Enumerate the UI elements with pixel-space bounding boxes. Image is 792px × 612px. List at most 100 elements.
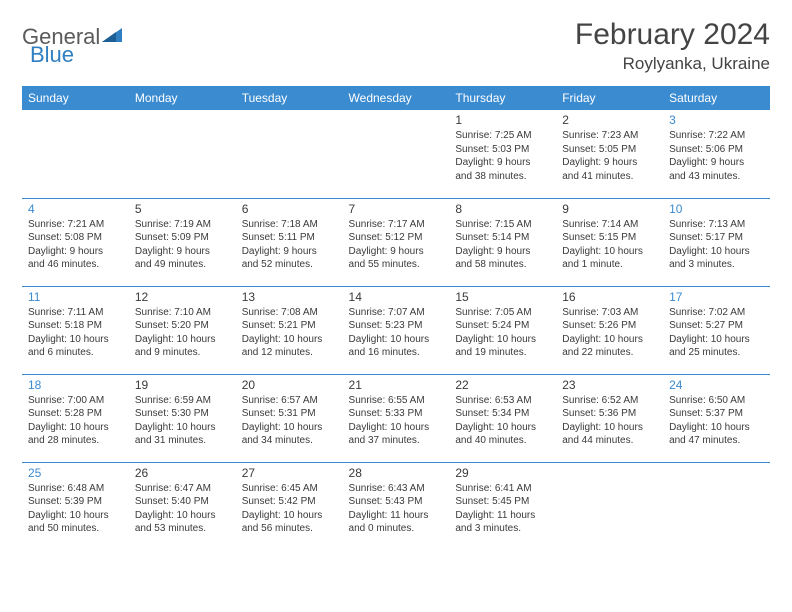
- daylight-text: Daylight: 9 hours: [349, 245, 444, 259]
- day-number: 10: [669, 202, 764, 216]
- calendar-cell: 28Sunrise: 6:43 AMSunset: 5:43 PMDayligh…: [343, 462, 450, 550]
- daylight-text: Daylight: 10 hours: [349, 421, 444, 435]
- daylight-text: and 9 minutes.: [135, 346, 230, 360]
- sunset-text: Sunset: 5:15 PM: [562, 231, 657, 245]
- sunrise-text: Sunrise: 7:08 AM: [242, 306, 337, 320]
- daylight-text: and 58 minutes.: [455, 258, 550, 272]
- day-number: 1: [455, 113, 550, 127]
- day-number: 13: [242, 290, 337, 304]
- day-number: 5: [135, 202, 230, 216]
- calendar-cell: 5Sunrise: 7:19 AMSunset: 5:09 PMDaylight…: [129, 198, 236, 286]
- calendar-cell: [663, 462, 770, 550]
- day-number: 2: [562, 113, 657, 127]
- day-number: 12: [135, 290, 230, 304]
- day-number: 26: [135, 466, 230, 480]
- calendar-cell: 17Sunrise: 7:02 AMSunset: 5:27 PMDayligh…: [663, 286, 770, 374]
- calendar-cell: 15Sunrise: 7:05 AMSunset: 5:24 PMDayligh…: [449, 286, 556, 374]
- calendar-cell: 2Sunrise: 7:23 AMSunset: 5:05 PMDaylight…: [556, 110, 663, 198]
- day-number: 11: [28, 290, 123, 304]
- daylight-text: Daylight: 9 hours: [455, 156, 550, 170]
- sunrise-text: Sunrise: 6:48 AM: [28, 482, 123, 496]
- calendar-cell: [129, 110, 236, 198]
- calendar-cell: 25Sunrise: 6:48 AMSunset: 5:39 PMDayligh…: [22, 462, 129, 550]
- calendar-cell: 24Sunrise: 6:50 AMSunset: 5:37 PMDayligh…: [663, 374, 770, 462]
- day-number: 24: [669, 378, 764, 392]
- sunset-text: Sunset: 5:03 PM: [455, 143, 550, 157]
- daylight-text: and 25 minutes.: [669, 346, 764, 360]
- sunset-text: Sunset: 5:45 PM: [455, 495, 550, 509]
- logo-word2-wrap: Blue: [30, 42, 74, 68]
- sunrise-text: Sunrise: 7:00 AM: [28, 394, 123, 408]
- calendar-cell: 27Sunrise: 6:45 AMSunset: 5:42 PMDayligh…: [236, 462, 343, 550]
- sunset-text: Sunset: 5:34 PM: [455, 407, 550, 421]
- sunset-text: Sunset: 5:43 PM: [349, 495, 444, 509]
- sunrise-text: Sunrise: 7:02 AM: [669, 306, 764, 320]
- day-number: 8: [455, 202, 550, 216]
- daylight-text: and 1 minute.: [562, 258, 657, 272]
- sunrise-text: Sunrise: 7:05 AM: [455, 306, 550, 320]
- daylight-text: and 56 minutes.: [242, 522, 337, 536]
- sunrise-text: Sunrise: 7:13 AM: [669, 218, 764, 232]
- sunset-text: Sunset: 5:08 PM: [28, 231, 123, 245]
- sunrise-text: Sunrise: 6:45 AM: [242, 482, 337, 496]
- calendar-head: SundayMondayTuesdayWednesdayThursdayFrid…: [22, 86, 770, 110]
- calendar-cell: 22Sunrise: 6:53 AMSunset: 5:34 PMDayligh…: [449, 374, 556, 462]
- day-number: 28: [349, 466, 444, 480]
- title-block: February 2024 Roylyanka, Ukraine: [575, 18, 770, 74]
- sunrise-text: Sunrise: 7:10 AM: [135, 306, 230, 320]
- daylight-text: Daylight: 10 hours: [562, 245, 657, 259]
- daylight-text: and 6 minutes.: [28, 346, 123, 360]
- daylight-text: Daylight: 10 hours: [28, 421, 123, 435]
- day-number: 21: [349, 378, 444, 392]
- sunset-text: Sunset: 5:06 PM: [669, 143, 764, 157]
- sunrise-text: Sunrise: 6:47 AM: [135, 482, 230, 496]
- calendar-body: 1Sunrise: 7:25 AMSunset: 5:03 PMDaylight…: [22, 110, 770, 550]
- calendar-cell: 26Sunrise: 6:47 AMSunset: 5:40 PMDayligh…: [129, 462, 236, 550]
- triangle-icon: [102, 26, 124, 49]
- sunrise-text: Sunrise: 7:21 AM: [28, 218, 123, 232]
- day-number: 17: [669, 290, 764, 304]
- day-number: 22: [455, 378, 550, 392]
- sunrise-text: Sunrise: 7:18 AM: [242, 218, 337, 232]
- sunrise-text: Sunrise: 7:19 AM: [135, 218, 230, 232]
- daylight-text: and 34 minutes.: [242, 434, 337, 448]
- sunrise-text: Sunrise: 7:14 AM: [562, 218, 657, 232]
- page-title: February 2024: [575, 18, 770, 52]
- calendar-cell: 8Sunrise: 7:15 AMSunset: 5:14 PMDaylight…: [449, 198, 556, 286]
- sunset-text: Sunset: 5:20 PM: [135, 319, 230, 333]
- day-number: 14: [349, 290, 444, 304]
- calendar-cell: 23Sunrise: 6:52 AMSunset: 5:36 PMDayligh…: [556, 374, 663, 462]
- daylight-text: Daylight: 10 hours: [562, 333, 657, 347]
- sunset-text: Sunset: 5:09 PM: [135, 231, 230, 245]
- calendar-cell: 21Sunrise: 6:55 AMSunset: 5:33 PMDayligh…: [343, 374, 450, 462]
- weekday-header: Friday: [556, 86, 663, 110]
- daylight-text: and 12 minutes.: [242, 346, 337, 360]
- calendar-cell: 14Sunrise: 7:07 AMSunset: 5:23 PMDayligh…: [343, 286, 450, 374]
- sunset-text: Sunset: 5:33 PM: [349, 407, 444, 421]
- daylight-text: Daylight: 11 hours: [455, 509, 550, 523]
- daylight-text: and 52 minutes.: [242, 258, 337, 272]
- sunrise-text: Sunrise: 7:22 AM: [669, 129, 764, 143]
- calendar-cell: 11Sunrise: 7:11 AMSunset: 5:18 PMDayligh…: [22, 286, 129, 374]
- daylight-text: Daylight: 10 hours: [669, 333, 764, 347]
- calendar-cell: 19Sunrise: 6:59 AMSunset: 5:30 PMDayligh…: [129, 374, 236, 462]
- sunrise-text: Sunrise: 7:23 AM: [562, 129, 657, 143]
- daylight-text: and 50 minutes.: [28, 522, 123, 536]
- weekday-header: Thursday: [449, 86, 556, 110]
- header: General February 2024 Roylyanka, Ukraine: [22, 18, 770, 74]
- day-number: 19: [135, 378, 230, 392]
- sunset-text: Sunset: 5:37 PM: [669, 407, 764, 421]
- day-number: 6: [242, 202, 337, 216]
- calendar-cell: 18Sunrise: 7:00 AMSunset: 5:28 PMDayligh…: [22, 374, 129, 462]
- daylight-text: and 53 minutes.: [135, 522, 230, 536]
- daylight-text: and 22 minutes.: [562, 346, 657, 360]
- day-number: 4: [28, 202, 123, 216]
- calendar-cell: 6Sunrise: 7:18 AMSunset: 5:11 PMDaylight…: [236, 198, 343, 286]
- daylight-text: and 0 minutes.: [349, 522, 444, 536]
- daylight-text: and 49 minutes.: [135, 258, 230, 272]
- calendar-row: 25Sunrise: 6:48 AMSunset: 5:39 PMDayligh…: [22, 462, 770, 550]
- daylight-text: Daylight: 10 hours: [349, 333, 444, 347]
- daylight-text: Daylight: 10 hours: [135, 421, 230, 435]
- sunset-text: Sunset: 5:11 PM: [242, 231, 337, 245]
- daylight-text: and 44 minutes.: [562, 434, 657, 448]
